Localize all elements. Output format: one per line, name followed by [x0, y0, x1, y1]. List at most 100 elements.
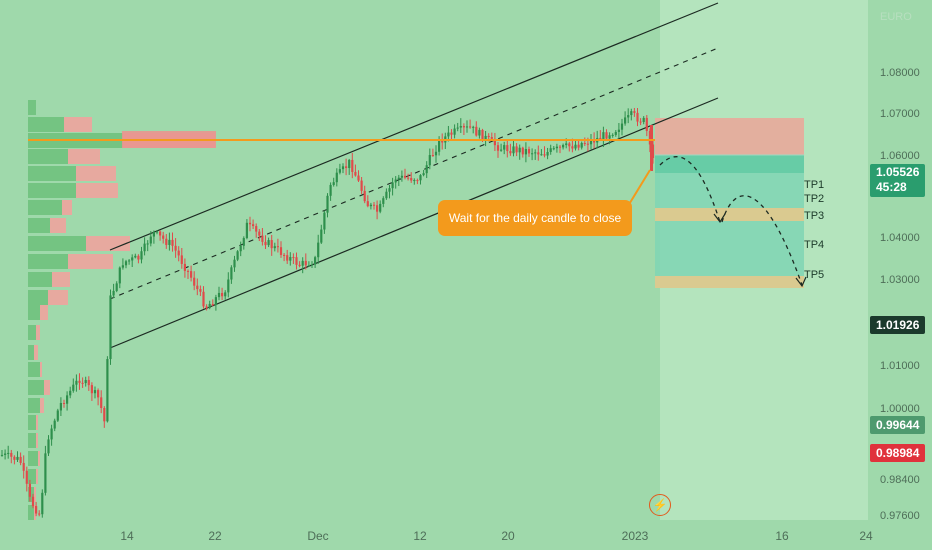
candle-body-11: [10, 452, 13, 457]
y-tick-label-0: 1.08000: [880, 67, 920, 79]
candle-body-498: [496, 145, 500, 151]
candle-body-141: [140, 251, 143, 260]
candle-body-473: [472, 126, 475, 128]
volume-bar-bear-16: [44, 380, 50, 395]
candle-body-458: [456, 127, 459, 129]
candles: [0, 107, 655, 518]
candle-body-92: [90, 385, 93, 394]
candle-body-203: [202, 291, 205, 307]
candle-body-312: [310, 264, 314, 266]
candle-body-448: [447, 132, 450, 137]
candle-body-631: [630, 111, 633, 116]
candle-body-603: [602, 132, 605, 140]
candle-body-309: [307, 265, 310, 267]
candle-body-300: [298, 264, 301, 266]
candle-body-566: [565, 143, 568, 146]
candle-body-362: [360, 180, 363, 191]
candle-body-470: [469, 126, 472, 128]
candle-body-148: [146, 243, 149, 245]
candle-body-433: [431, 155, 434, 157]
lightning-icon[interactable]: ⚡: [649, 494, 671, 516]
y-tick-label-3: 1.04000: [880, 232, 920, 244]
candle-body-265: [264, 241, 267, 246]
candle-body-377: [376, 205, 379, 212]
candle-body-318: [317, 242, 320, 258]
candle-body-411: [410, 177, 413, 181]
volume-bar-bull-16: [28, 380, 44, 395]
tp-label-3: TP3: [804, 210, 824, 222]
candle-body-52: [50, 428, 53, 440]
candle-body-89: [87, 379, 90, 386]
volume-bar-bear-22: [34, 487, 36, 502]
volume-bar-bear-10: [52, 272, 70, 287]
volume-bar-bull-20: [28, 451, 38, 466]
candle-body-352: [351, 159, 354, 172]
volume-bar-bear-5: [76, 183, 118, 198]
channel-mid: [109, 47, 719, 300]
candle-body-380: [379, 203, 382, 212]
candle-body-405: [403, 175, 407, 178]
y-tick-label-6: 1.00000: [880, 403, 920, 415]
candle-body-86: [84, 379, 87, 384]
candle-body-501: [500, 149, 503, 151]
candle-body-321: [320, 229, 323, 243]
candle-body-576: [574, 144, 577, 149]
candle-body-64: [62, 402, 66, 404]
candle-body-145: [143, 243, 146, 252]
candle-body-430: [428, 155, 431, 166]
candle-body-393: [391, 182, 394, 189]
y-tick-label-1: 1.07000: [880, 108, 920, 120]
current-price-value: 1.05526: [876, 165, 920, 179]
x-tick-label-3: 12: [413, 529, 427, 543]
x-tick-label-5: 2023: [622, 529, 649, 543]
candle-body-427: [425, 165, 428, 174]
projection-path-1: [659, 156, 721, 223]
candle-body-197: [196, 285, 199, 290]
volume-bar-bear-3: [68, 149, 100, 164]
candle-body-600: [599, 137, 602, 140]
tp-label-2: TP2: [804, 193, 824, 205]
candle-body-436: [434, 151, 438, 156]
candle-body-297: [295, 257, 298, 265]
candle-body-529: [527, 149, 531, 154]
candle-body-14: [13, 456, 16, 460]
candle-body-213: [211, 303, 214, 306]
candle-body-241: [239, 245, 242, 252]
price-tag-1: 1.01926: [870, 316, 926, 334]
candle-body-461: [459, 125, 462, 128]
candle-body-272: [270, 240, 273, 249]
y-tick-label-7: 0.98400: [880, 474, 920, 486]
current-price-tag: 1.05526 45:28: [870, 164, 926, 197]
candle-body-486: [484, 135, 487, 141]
candle-body-95: [93, 390, 97, 394]
candle-body-634: [633, 111, 636, 113]
volume-bar-bull-7: [28, 218, 50, 233]
volume-bar-bull-21: [28, 469, 36, 484]
candle-body-355: [354, 171, 357, 176]
volume-bar-bull-18: [28, 415, 36, 430]
candle-body-129: [128, 260, 131, 262]
candle-body-343: [341, 166, 345, 170]
candle-body-374: [372, 204, 376, 206]
candle-body-483: [481, 129, 484, 141]
candle-body-176: [174, 245, 177, 251]
volume-bar-bull-1: [28, 117, 64, 132]
candle-body-464: [462, 125, 465, 128]
candle-body-8: [7, 452, 10, 454]
volume-bar-bull-0: [28, 100, 36, 115]
candle-body-58: [56, 410, 59, 421]
candle-body-234: [233, 259, 236, 268]
volume-bar-bull-8: [28, 236, 86, 251]
candle-body-625: [624, 117, 627, 124]
candle-body-210: [208, 303, 211, 309]
candle-body-607: [605, 132, 608, 139]
candle-body-303: [301, 260, 304, 266]
volume-bar-bear-4: [76, 166, 116, 181]
candle-body-368: [366, 201, 369, 207]
x-tick-label-4: 20: [501, 529, 515, 543]
candle-body-259: [258, 231, 261, 236]
candle-body-36: [35, 506, 38, 514]
candle-body-365: [363, 190, 366, 202]
